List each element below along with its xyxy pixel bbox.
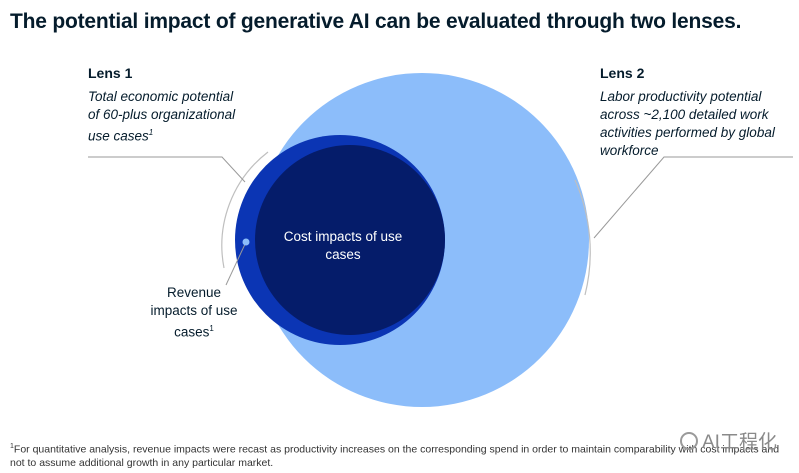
lens2-leader-line: [594, 157, 793, 238]
revenue-impacts-label: Revenue impacts of use cases1: [144, 284, 244, 342]
lens1-description: Total economic potential of 60-plus orga…: [88, 88, 248, 146]
lens1-leader-line: [88, 157, 245, 182]
watermark-text: AI工程化: [702, 427, 777, 454]
lens1-heading: Lens 1: [88, 65, 132, 81]
cost-impacts-label: Cost impacts of use cases: [280, 228, 406, 264]
lens2-heading: Lens 2: [600, 65, 644, 81]
footnote-text: For quantitative analysis, revenue impac…: [10, 444, 779, 469]
lens2-description: Labor productivity potential across ~2,1…: [600, 88, 795, 160]
wechat-icon: [680, 432, 698, 450]
revenue-leader-dot: [243, 239, 250, 246]
footnote: 1For quantitative analysis, revenue impa…: [10, 440, 780, 470]
lens1-description-text: Total economic potential of 60-plus orga…: [88, 89, 235, 144]
revenue-impacts-text: Revenue impacts of use cases: [150, 285, 237, 340]
watermark: AI工程化: [680, 427, 777, 454]
lens1-footnote-marker: 1: [149, 128, 153, 137]
revenue-footnote-marker: 1: [209, 324, 213, 333]
